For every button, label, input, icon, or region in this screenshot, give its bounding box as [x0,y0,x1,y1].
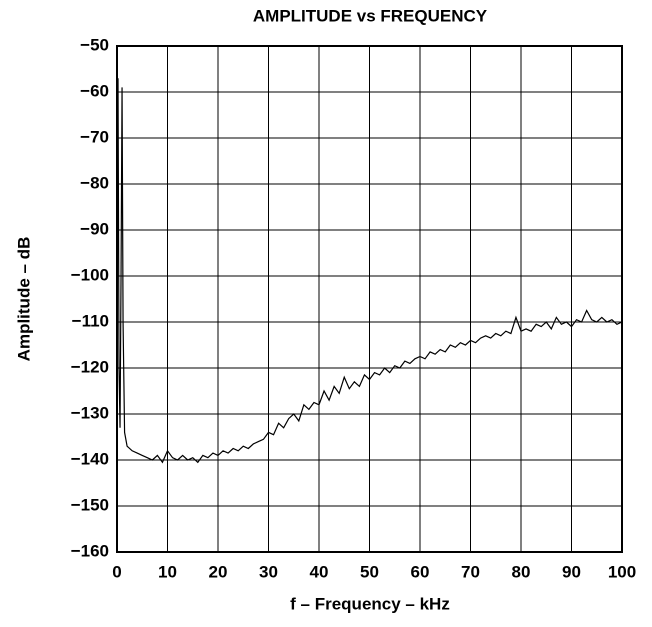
x-tick-label: 80 [512,562,531,581]
y-tick-label: −70 [80,127,109,146]
x-tick-label: 0 [112,562,121,581]
x-tick-label: 60 [411,562,430,581]
x-tick-label: 70 [461,562,480,581]
y-tick-label: −150 [71,495,109,514]
x-tick-label: 30 [259,562,278,581]
x-tick-label: 50 [360,562,379,581]
y-tick-label: −130 [71,403,109,422]
x-tick-label: 10 [158,562,177,581]
x-tick-label: 90 [562,562,581,581]
data-line [116,78,623,464]
x-tick-label: 40 [310,562,329,581]
y-tick-label: −50 [80,35,109,54]
y-tick-label: −160 [71,541,109,560]
x-tick-label: 100 [608,562,636,581]
y-tick-label: −140 [71,449,109,468]
y-tick-label: −80 [80,173,109,192]
x-axis-label: f – Frequency – kHz [290,594,450,613]
x-tick-label: 20 [209,562,228,581]
y-tick-label: −60 [80,81,109,100]
y-tick-label: −100 [71,265,109,284]
y-axis-label: Amplitude – dB [14,237,33,362]
y-tick-label: −120 [71,357,109,376]
chart-title: AMPLITUDE vs FREQUENCY [253,6,488,25]
y-tick-label: −110 [72,311,109,330]
y-tick-label: −90 [80,219,109,238]
